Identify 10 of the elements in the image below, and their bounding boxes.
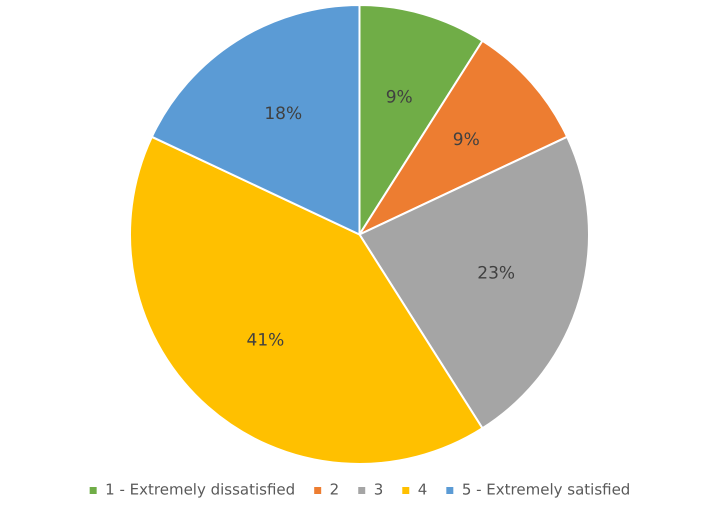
data-label: 18% (264, 104, 302, 124)
legend-label: 4 (418, 480, 428, 498)
legend-label: 1 - Extremely dissatisfied (105, 480, 296, 498)
legend-label: 3 (374, 480, 384, 498)
legend-label: 2 (330, 480, 340, 498)
legend-label: 5 - Extremely satisfied (462, 480, 630, 498)
data-label: 41% (246, 330, 284, 351)
data-label: 9% (452, 130, 480, 150)
data-label: 9% (386, 87, 413, 108)
data-label: 23% (477, 264, 516, 284)
